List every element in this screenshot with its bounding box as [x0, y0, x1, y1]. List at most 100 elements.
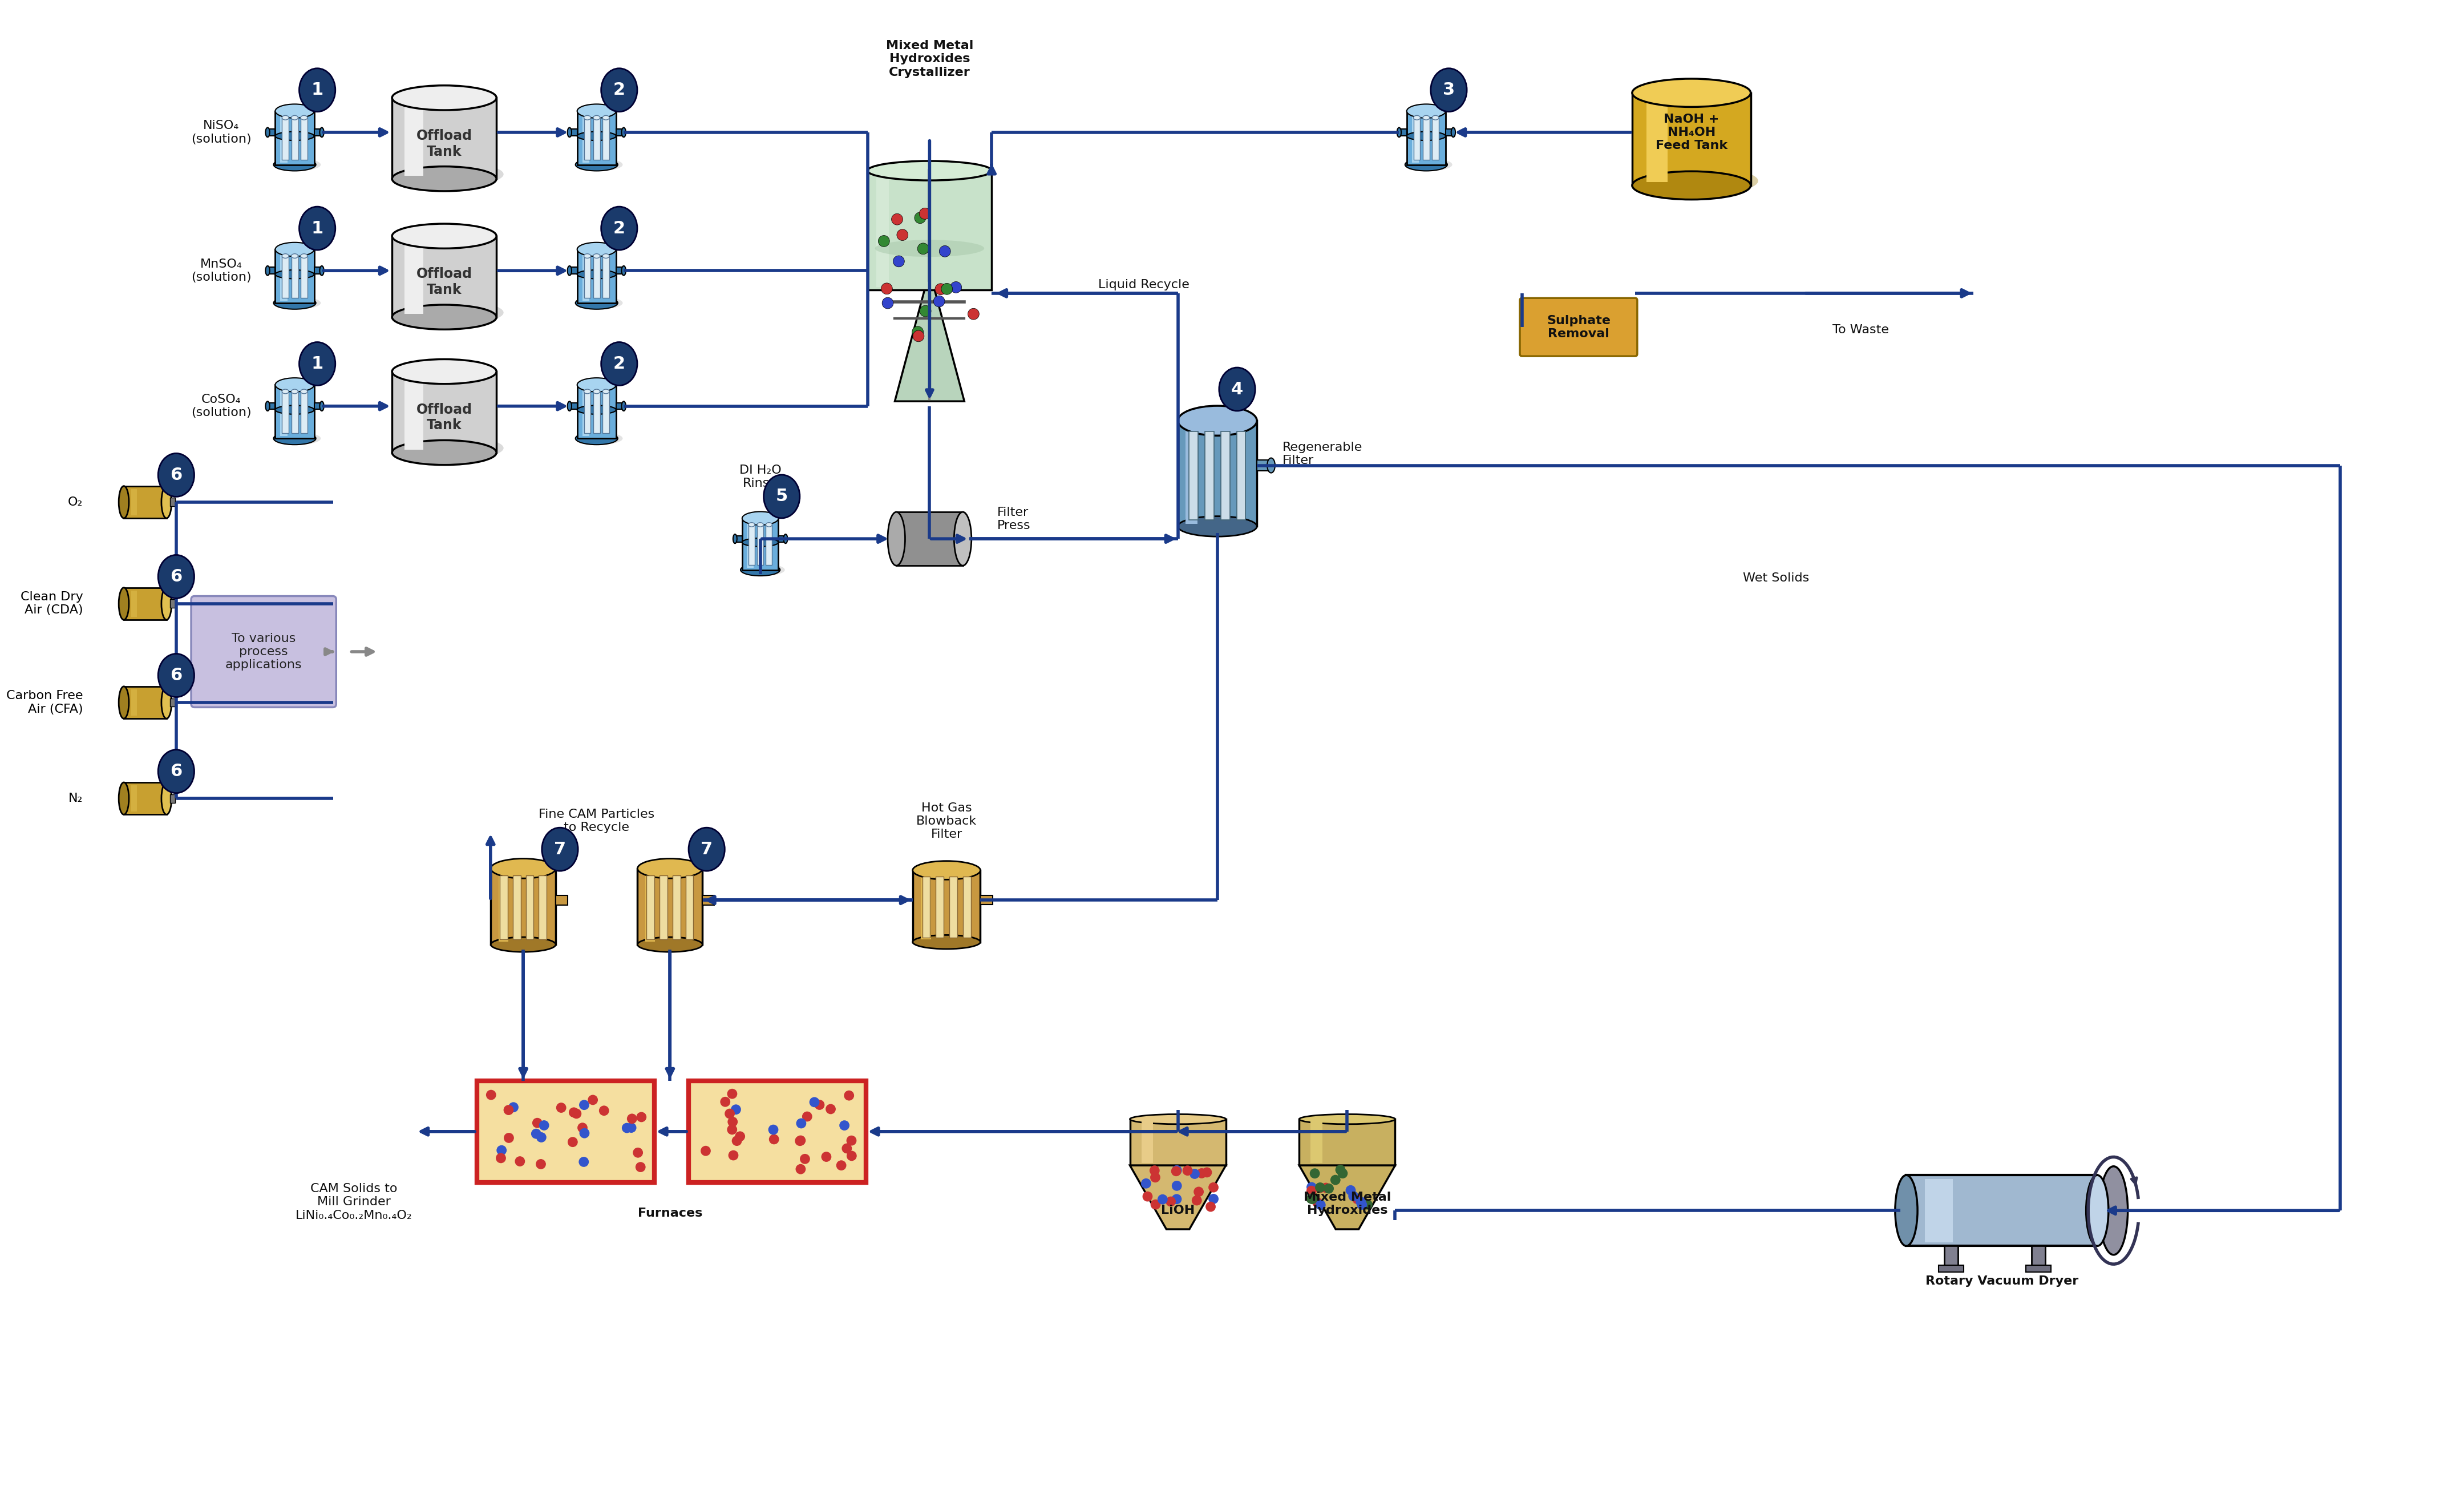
Ellipse shape — [594, 115, 601, 119]
Ellipse shape — [638, 938, 702, 951]
Ellipse shape — [118, 687, 128, 719]
Ellipse shape — [274, 432, 315, 444]
Ellipse shape — [298, 343, 335, 385]
Ellipse shape — [274, 432, 320, 444]
Bar — [1432, 118, 1439, 160]
Ellipse shape — [742, 512, 779, 525]
Bar — [646, 876, 655, 939]
Circle shape — [821, 1152, 830, 1161]
Circle shape — [801, 1154, 811, 1164]
Ellipse shape — [577, 378, 616, 391]
Ellipse shape — [392, 441, 495, 465]
Text: Mixed Metal
Hydroxides: Mixed Metal Hydroxides — [1303, 1191, 1392, 1216]
Text: NaOH +
NH₄OH
Feed Tank: NaOH + NH₄OH Feed Tank — [1656, 113, 1727, 151]
Ellipse shape — [1414, 115, 1419, 119]
Circle shape — [845, 1090, 855, 1101]
Bar — [281, 113, 288, 163]
Circle shape — [1335, 1164, 1345, 1175]
Bar — [687, 1081, 865, 1182]
Ellipse shape — [601, 207, 638, 251]
Ellipse shape — [163, 587, 172, 619]
Circle shape — [877, 236, 890, 246]
Bar — [1237, 432, 1247, 519]
Bar — [660, 876, 668, 939]
Ellipse shape — [567, 127, 572, 137]
Circle shape — [589, 1095, 599, 1105]
Bar — [949, 877, 956, 938]
Circle shape — [1151, 1166, 1161, 1176]
Circle shape — [569, 1107, 579, 1117]
Circle shape — [796, 1164, 806, 1175]
Bar — [604, 391, 609, 433]
Circle shape — [1151, 1172, 1161, 1182]
Bar — [584, 391, 591, 433]
Circle shape — [1348, 1191, 1358, 1200]
Bar — [747, 519, 754, 568]
Ellipse shape — [638, 859, 702, 879]
Ellipse shape — [567, 266, 572, 275]
Circle shape — [1205, 1202, 1215, 1213]
Ellipse shape — [392, 86, 495, 110]
Ellipse shape — [118, 782, 128, 814]
Bar — [404, 373, 424, 450]
Bar — [1944, 1246, 1959, 1268]
Ellipse shape — [1266, 458, 1274, 473]
Ellipse shape — [577, 131, 616, 140]
Bar — [476, 1081, 655, 1182]
Ellipse shape — [281, 115, 288, 119]
Bar — [170, 498, 175, 506]
Ellipse shape — [276, 131, 315, 140]
Bar — [569, 403, 577, 409]
Circle shape — [840, 1120, 850, 1131]
Circle shape — [515, 1157, 525, 1166]
Ellipse shape — [392, 166, 495, 192]
Circle shape — [1306, 1182, 1316, 1193]
Ellipse shape — [742, 538, 779, 547]
Circle shape — [579, 1157, 589, 1167]
Circle shape — [919, 208, 931, 219]
Circle shape — [803, 1111, 813, 1122]
Circle shape — [719, 1096, 729, 1107]
Bar — [604, 118, 609, 160]
Ellipse shape — [320, 266, 323, 275]
Circle shape — [1323, 1184, 1333, 1193]
Bar — [301, 257, 308, 297]
Circle shape — [1193, 1196, 1202, 1205]
Bar — [276, 385, 315, 438]
Text: N₂: N₂ — [69, 793, 84, 805]
Polygon shape — [894, 290, 963, 402]
Ellipse shape — [1407, 159, 1451, 171]
Ellipse shape — [1178, 406, 1257, 435]
Bar — [404, 100, 424, 175]
Circle shape — [1193, 1187, 1205, 1197]
Circle shape — [626, 1122, 636, 1132]
Bar — [582, 251, 589, 300]
Circle shape — [495, 1154, 505, 1163]
Bar — [582, 113, 589, 163]
Ellipse shape — [577, 405, 616, 414]
Circle shape — [532, 1117, 542, 1128]
Ellipse shape — [577, 159, 623, 171]
FancyBboxPatch shape — [1520, 297, 1636, 356]
Bar — [1412, 113, 1419, 163]
Bar — [513, 876, 520, 939]
Circle shape — [636, 1163, 646, 1172]
Bar — [577, 249, 616, 304]
Bar — [922, 873, 931, 939]
Circle shape — [1338, 1169, 1348, 1178]
Circle shape — [1143, 1191, 1153, 1202]
Circle shape — [1183, 1166, 1193, 1176]
Circle shape — [769, 1125, 779, 1134]
Bar — [616, 403, 623, 409]
Bar — [1299, 1119, 1395, 1166]
Ellipse shape — [604, 254, 609, 258]
Text: 6: 6 — [170, 667, 182, 684]
Circle shape — [1165, 1196, 1175, 1206]
Circle shape — [796, 1136, 806, 1146]
Text: LiOH: LiOH — [1161, 1205, 1195, 1216]
Ellipse shape — [954, 512, 971, 566]
Ellipse shape — [163, 486, 172, 518]
Bar — [594, 118, 601, 160]
Bar — [742, 518, 779, 569]
Bar — [131, 590, 138, 618]
